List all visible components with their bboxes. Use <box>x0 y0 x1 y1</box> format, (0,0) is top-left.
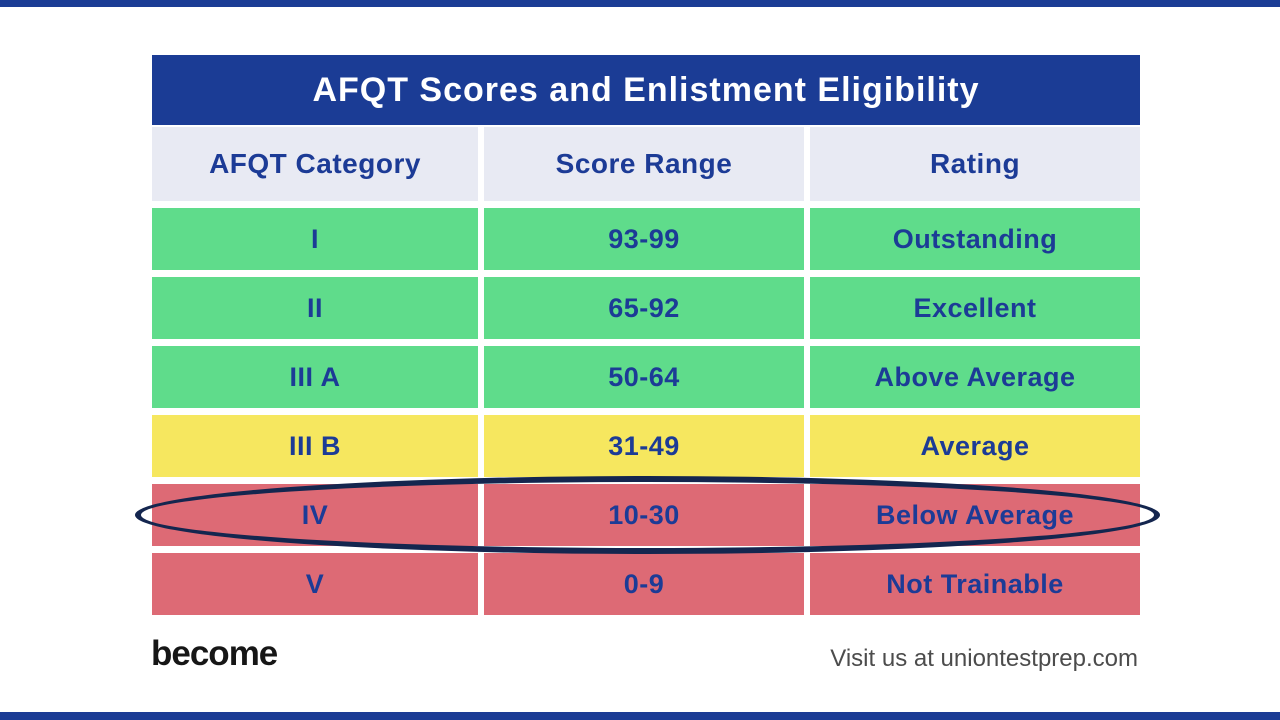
score-range-cell: 10-30 <box>484 484 804 546</box>
rating-cell: Average <box>810 415 1140 477</box>
rating-cell: Above Average <box>810 346 1140 408</box>
visit-url-text: Visit us at uniontestprep.com <box>830 645 1138 672</box>
category-cell: II <box>152 277 478 339</box>
table-body: I 93-99 Outstanding II 65-92 Excellent III A 50… <box>152 208 1140 615</box>
category-cell: I <box>152 208 478 270</box>
header-afqt-category: AFQT Category <box>152 127 478 201</box>
score-range-cell: 65-92 <box>484 277 804 339</box>
category-cell: IV <box>152 484 478 546</box>
table-row: III A 50-64 Above Average <box>152 346 1140 408</box>
category-cell: III B <box>152 415 478 477</box>
table-row: V 0-9 Not Trainable <box>152 553 1140 615</box>
category-cell: V <box>152 553 478 615</box>
score-range-cell: 50-64 <box>484 346 804 408</box>
header-score-range: Score Range <box>484 127 804 201</box>
become-logo: become <box>151 634 278 673</box>
rating-cell: Excellent <box>810 277 1140 339</box>
afqt-table: AFQT Scores and Enlistment Eligibility A… <box>152 55 1140 615</box>
table-title: AFQT Scores and Enlistment Eligibility <box>152 55 1140 125</box>
bottom-edge-bar <box>0 712 1280 720</box>
rating-cell: Outstanding <box>810 208 1140 270</box>
score-range-cell: 31-49 <box>484 415 804 477</box>
top-edge-bar <box>0 0 1280 7</box>
rating-cell: Below Average <box>810 484 1140 546</box>
table-row: III B 31-49 Average <box>152 415 1140 477</box>
rating-cell: Not Trainable <box>810 553 1140 615</box>
table-row: II 65-92 Excellent <box>152 277 1140 339</box>
table-row: I 93-99 Outstanding <box>152 208 1140 270</box>
header-rating: Rating <box>810 127 1140 201</box>
score-range-cell: 93-99 <box>484 208 804 270</box>
table-row: IV 10-30 Below Average <box>152 484 1140 546</box>
table-header-row: AFQT Category Score Range Rating <box>152 127 1140 201</box>
category-cell: III A <box>152 346 478 408</box>
score-range-cell: 0-9 <box>484 553 804 615</box>
